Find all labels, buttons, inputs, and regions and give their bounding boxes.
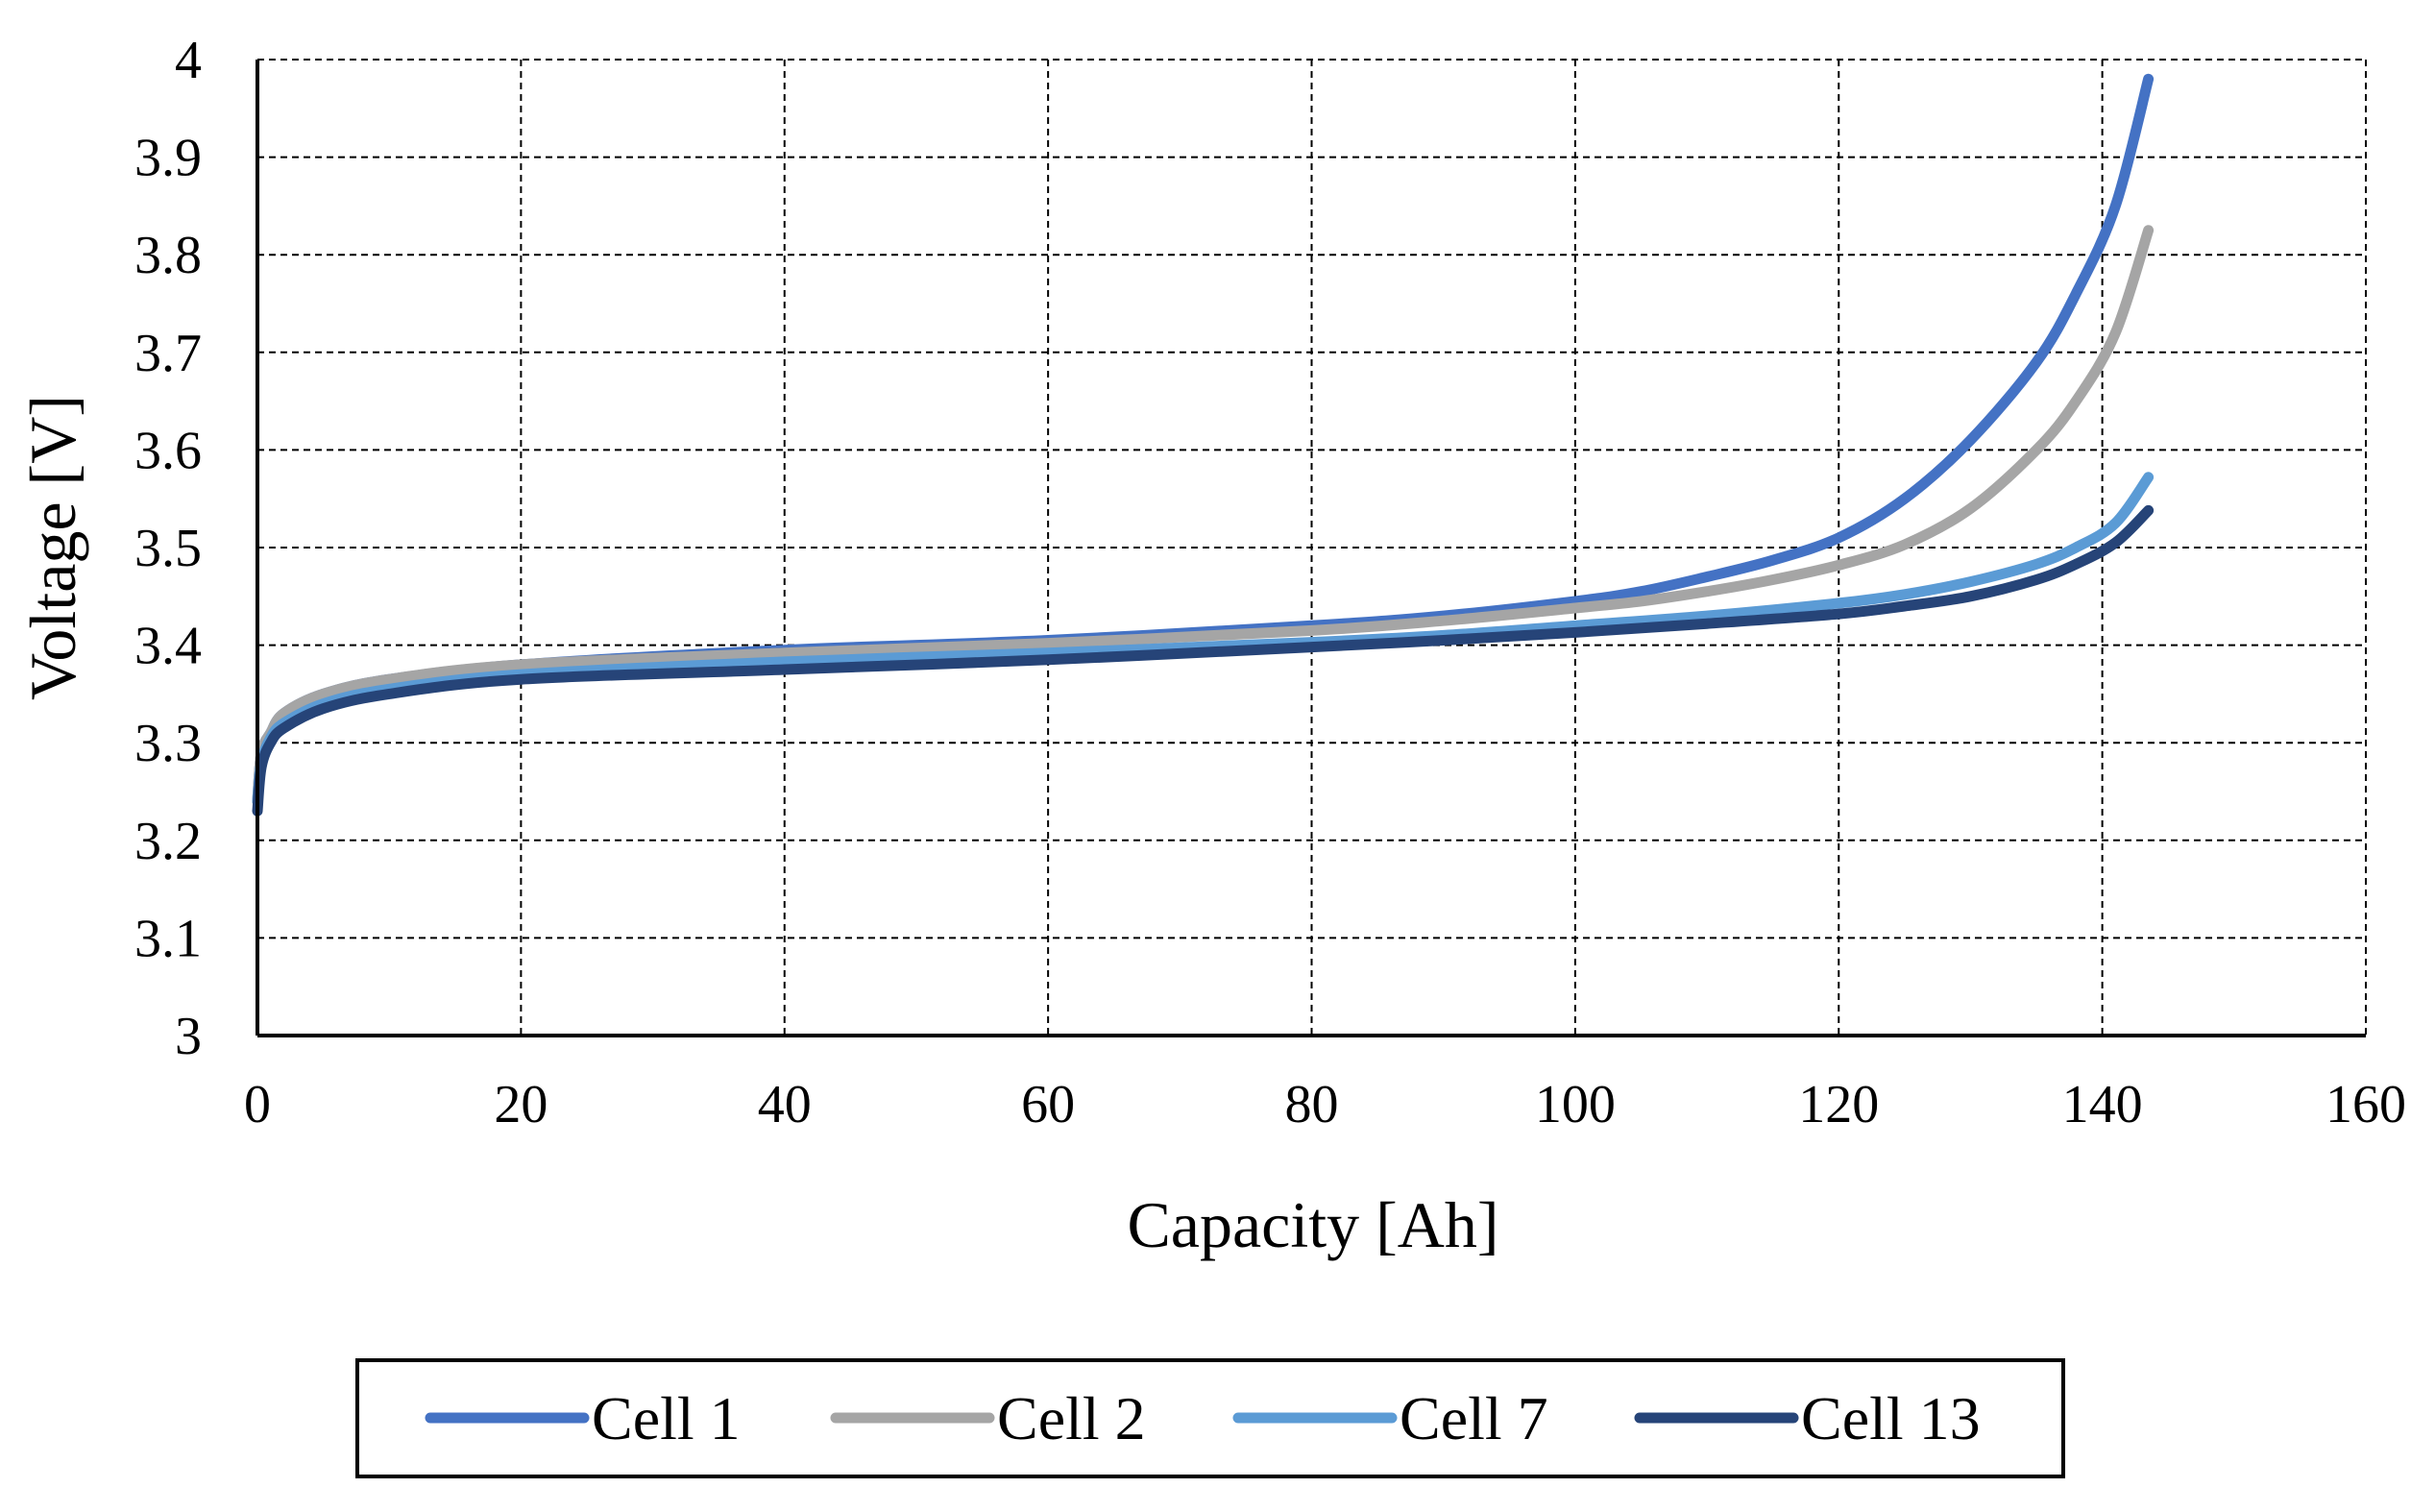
legend-item: Cell 1	[425, 1384, 741, 1452]
legend-label: Cell 2	[997, 1384, 1146, 1452]
axes	[256, 60, 2366, 1037]
y-tick-label: 3.6	[134, 421, 202, 480]
y-tick-labels: 3 3.1 3.2 3.3 3.4 3.5 3.6 3.7 3.8 3.9 4	[134, 31, 202, 1066]
y-tick-label: 3.2	[134, 812, 202, 871]
legend-label: Cell 1	[592, 1384, 741, 1452]
legend-item: Cell 13	[1634, 1384, 1981, 1452]
y-tick-label: 3.9	[134, 129, 202, 188]
series-line-cell-13	[252, 504, 2155, 817]
y-tick-label: 4	[175, 31, 202, 90]
x-tick-label: 160	[2325, 1075, 2406, 1134]
y-tick-label: 3.8	[134, 226, 202, 285]
x-tick-label: 140	[2062, 1075, 2143, 1134]
y-tick-label: 3	[175, 1007, 202, 1066]
x-tick-label: 0	[244, 1075, 271, 1134]
x-tick-label: 20	[494, 1075, 548, 1134]
x-tick-label: 120	[1798, 1075, 1879, 1134]
series-line-cell-2	[252, 225, 2155, 807]
y-tick-label: 3.3	[134, 714, 202, 773]
series-line-cell-1	[252, 73, 2155, 807]
x-tick-label: 100	[1535, 1075, 1616, 1134]
legend-item: Cell 7	[1232, 1384, 1548, 1452]
legend: Cell 1 Cell 2 Cell 7 Cell 13	[355, 1358, 2065, 1478]
x-axis-title: Capacity [Ah]	[1127, 1188, 1498, 1261]
legend-label: Cell 13	[1801, 1384, 1981, 1452]
legend-label: Cell 7	[1400, 1384, 1548, 1452]
y-axis-title: Voltage [V]	[16, 395, 89, 700]
series-lines	[252, 73, 2155, 817]
y-tick-label: 3.4	[134, 617, 202, 676]
x-tick-labels: 0 20 40 60 80 100 120 140 160	[244, 1075, 2406, 1134]
x-tick-label: 80	[1285, 1075, 1339, 1134]
y-tick-label: 3.1	[134, 909, 202, 968]
x-tick-label: 60	[1021, 1075, 1075, 1134]
grid	[257, 59, 2367, 1036]
x-tick-label: 40	[758, 1075, 812, 1134]
legend-item: Cell 2	[830, 1384, 1146, 1452]
y-tick-label: 3.7	[134, 324, 202, 383]
y-tick-label: 3.5	[134, 519, 202, 578]
